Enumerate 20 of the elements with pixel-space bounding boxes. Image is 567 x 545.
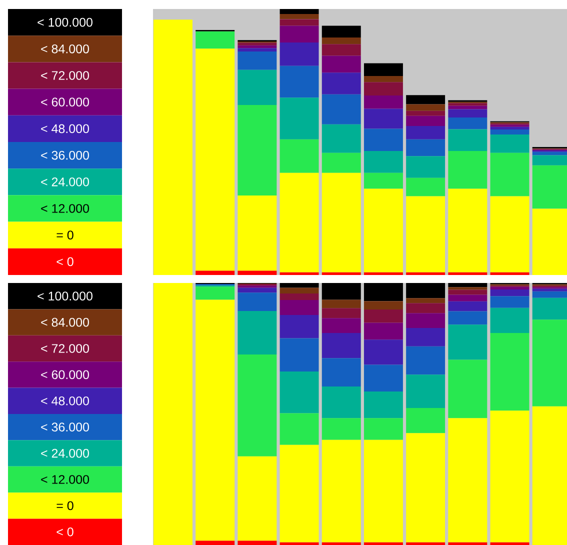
text: < 36.000	[41, 150, 89, 160]
text: < 72.000	[41, 71, 89, 80]
text: < 12.000	[41, 475, 89, 484]
text: < 0	[56, 527, 74, 536]
text: < 0	[56, 257, 74, 266]
text: < 24.000	[41, 177, 89, 186]
text: < 12.000	[41, 204, 89, 213]
text: < 100.000	[38, 292, 92, 301]
text: < 72.000	[41, 344, 89, 353]
text: < 48.000	[41, 396, 89, 406]
text: < 60.000	[41, 370, 89, 380]
text: = 0	[56, 230, 74, 240]
text: < 36.000	[41, 422, 89, 432]
text: < 84.000	[41, 44, 89, 54]
text: < 60.000	[41, 98, 89, 107]
text: < 48.000	[41, 124, 89, 134]
text: < 100.000	[38, 18, 92, 27]
text: < 24.000	[41, 448, 89, 458]
text: = 0	[56, 501, 74, 510]
text: < 84.000	[41, 318, 89, 327]
